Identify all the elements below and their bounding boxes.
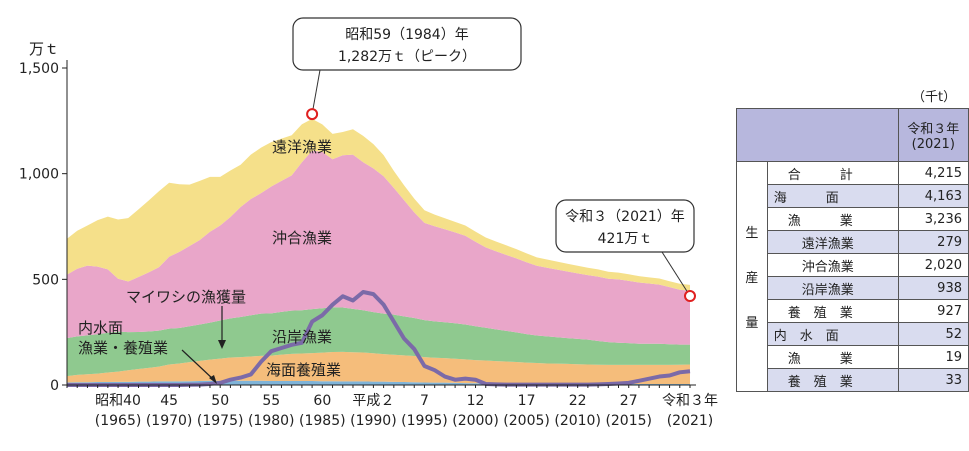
y-tick-label: 0	[50, 378, 59, 394]
y-tick-label: 500	[32, 272, 59, 288]
x-tick-year-label: (2010)	[554, 413, 601, 429]
x-tick-year-label: (2021)	[667, 413, 714, 429]
table-row: 生産量合 計 4,215	[736, 161, 969, 392]
area-layer-3	[67, 150, 690, 345]
table-row: 沿岸漁業 938	[737, 276, 969, 300]
table-row-label: 漁 業	[766, 345, 899, 369]
table-header-blank	[736, 108, 899, 162]
y-unit-label: 万ｔ	[29, 40, 59, 58]
group-char: 生	[745, 226, 759, 241]
label-naisui-2: 漁業・養殖業	[78, 339, 168, 357]
chart-axes: 1,500 1,000 500 0 万ｔ 昭和40 (1965) 45 (1970) 50 (197…	[19, 40, 718, 429]
table-row: 養 殖 業 927	[737, 299, 969, 323]
table-row-value: 938	[897, 276, 969, 300]
area-layer-4	[67, 118, 690, 291]
label-yoshoku: 海面養殖業	[266, 361, 341, 379]
x-tick-year-label: (2005)	[503, 413, 550, 429]
x-tick-year-label: (1995)	[401, 413, 448, 429]
table-row-value: 279	[897, 230, 969, 254]
stacked-area-layers	[67, 118, 690, 385]
latest-callout-line1: 令和３（2021）年	[565, 209, 685, 225]
latest-callout-leader	[661, 251, 691, 297]
label-engan: 沿岸漁業	[272, 328, 332, 346]
table-row-label: 遠洋漁業	[766, 230, 899, 254]
x-tick-year-label: (2000)	[452, 413, 499, 429]
table-row-value: 33	[897, 368, 969, 392]
table-row-label: 養 殖 業	[766, 299, 899, 323]
chart-callouts: 昭和59（1984）年 1,282万ｔ（ピーク） 令和３（2021）年 421万ｔ	[292, 17, 696, 303]
x-tick-era-label: 55	[262, 393, 280, 409]
x-tick-era-label: 17	[518, 393, 536, 409]
label-okiai: 沖合漁業	[272, 229, 332, 247]
area-layer-1	[67, 351, 690, 384]
maiwashi-pointer-arrow	[218, 340, 226, 349]
table-row: 漁 業 3,236	[737, 207, 969, 231]
table-row: 養 殖 業 33	[737, 368, 969, 392]
label-maiwashi: マイワシの漁獲量	[126, 288, 246, 306]
x-tick-era-label: 27	[620, 393, 638, 409]
peak-callout-leader	[311, 69, 321, 115]
y-tick-label: 1,500	[19, 61, 59, 77]
table-row-label: 漁 業	[766, 207, 899, 231]
table-row-value: 19	[897, 345, 969, 369]
naisui-pointer-line	[181, 349, 215, 381]
group-char: 量	[745, 316, 759, 331]
table-row-value: 927	[897, 299, 969, 323]
table-row-label: 合 計	[766, 161, 899, 185]
table-row: 漁 業 19	[737, 345, 969, 369]
latest-callout-box	[555, 199, 695, 253]
table-row-value: 52	[897, 322, 969, 346]
x-tick-era-label: 昭和40	[95, 393, 141, 409]
table-row-value: 4,215	[897, 161, 969, 185]
x-tick-era-label: 7	[420, 393, 429, 409]
peak-callout-box	[292, 17, 522, 71]
table-row-label: 沿岸漁業	[766, 276, 899, 300]
table-row-label: 海 面	[766, 184, 899, 208]
naisui-pointer-arrow	[209, 375, 217, 384]
table-row: 沖合漁業 2,020	[737, 253, 969, 277]
x-tick-year-label: (1985)	[299, 413, 346, 429]
x-tick-year-label: (1975)	[197, 413, 244, 429]
x-tick-era-label: 45	[160, 393, 178, 409]
x-tick-era-label: 平成２	[352, 393, 394, 409]
fisheries-production-chart: 1,500 1,000 500 0 万ｔ 昭和40 (1965) 45 (1970) 50 (197…	[19, 17, 718, 429]
table-header-row: 令和３年 (2021)	[736, 108, 969, 162]
x-tick-era-label: 令和３年	[662, 393, 718, 409]
table-unit-label: （千t）	[912, 90, 957, 105]
area-layer-2	[67, 307, 690, 377]
production-group-label: 生産量	[736, 161, 768, 392]
table-header-year: 令和３年 (2021)	[897, 108, 969, 162]
table-row-label: 沖合漁業	[766, 253, 899, 277]
peak-marker	[306, 108, 319, 121]
x-tick-year-label: (1980)	[248, 413, 295, 429]
x-tick-year-label: (2015)	[605, 413, 652, 429]
x-tick-era-label: 50	[211, 393, 229, 409]
y-tick-label: 1,000	[19, 167, 59, 183]
x-tick-year-label: (1990)	[350, 413, 397, 429]
group-char: 産	[745, 271, 759, 286]
table-row: 遠洋漁業 279	[737, 230, 969, 254]
table-row-value: 4,163	[897, 184, 969, 208]
table-row-label: 内 水 面	[766, 322, 899, 346]
peak-callout-line2: 1,282万ｔ（ピーク）	[338, 49, 476, 65]
label-naisui-1: 内水面	[78, 319, 123, 337]
header-year-ad: (2021)	[911, 137, 955, 152]
x-tick-era-label: 22	[569, 393, 587, 409]
header-year-jp: 令和３年	[907, 122, 960, 137]
x-tick-year-label: (1970)	[146, 413, 193, 429]
x-tick-year-label: (1965)	[95, 413, 142, 429]
latest-callout-line2: 421万ｔ	[598, 231, 653, 247]
production-table: 令和３年 (2021) 生産量合 計 4,215 海 面 4,163 漁 業 3,236 遠洋漁…	[736, 108, 969, 392]
table-row: 海 面 4,163	[737, 184, 969, 208]
latest-marker	[684, 290, 696, 303]
table-row-value: 3,236	[897, 207, 969, 231]
peak-callout-line1: 昭和59（1984）年	[345, 27, 468, 43]
table-row-value: 2,020	[897, 253, 969, 277]
x-tick-era-label: 60	[313, 393, 331, 409]
table-row: 内 水 面 52	[737, 322, 969, 346]
label-enyo: 遠洋漁業	[272, 138, 332, 156]
x-tick-era-label: 12	[467, 393, 485, 409]
table-row-label: 養 殖 業	[766, 368, 899, 392]
